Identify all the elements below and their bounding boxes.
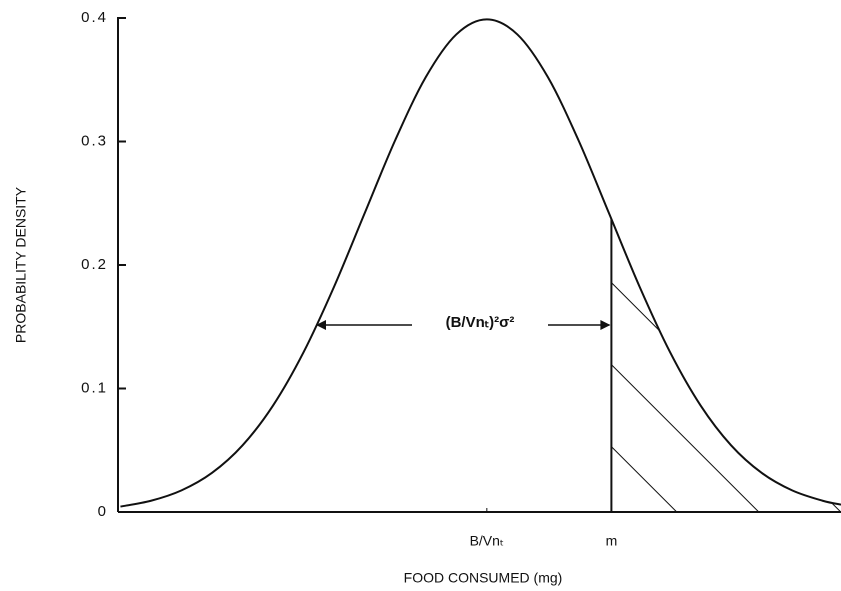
y-tick-label: 0.3	[81, 132, 108, 149]
density-curve	[120, 18, 841, 508]
y-tick-label: 0.4	[81, 9, 108, 26]
arrowhead	[600, 320, 611, 330]
x-tick-label: m	[606, 533, 618, 549]
annotation: (B/Vnₜ)²σ²	[446, 314, 515, 331]
arrowhead	[316, 320, 326, 330]
y-tick-label: 0	[98, 503, 108, 520]
x-axis-label: FOOD CONSUMED (mg)	[404, 570, 563, 586]
y-axis-label: PROBABILITY DENSITY	[13, 186, 29, 343]
y-tick-label: 0.2	[81, 256, 108, 273]
y-tick-label: 0.1	[81, 379, 108, 396]
x-tick-label: B/Vnₜ	[470, 533, 504, 549]
hatched-area	[611, 218, 841, 512]
